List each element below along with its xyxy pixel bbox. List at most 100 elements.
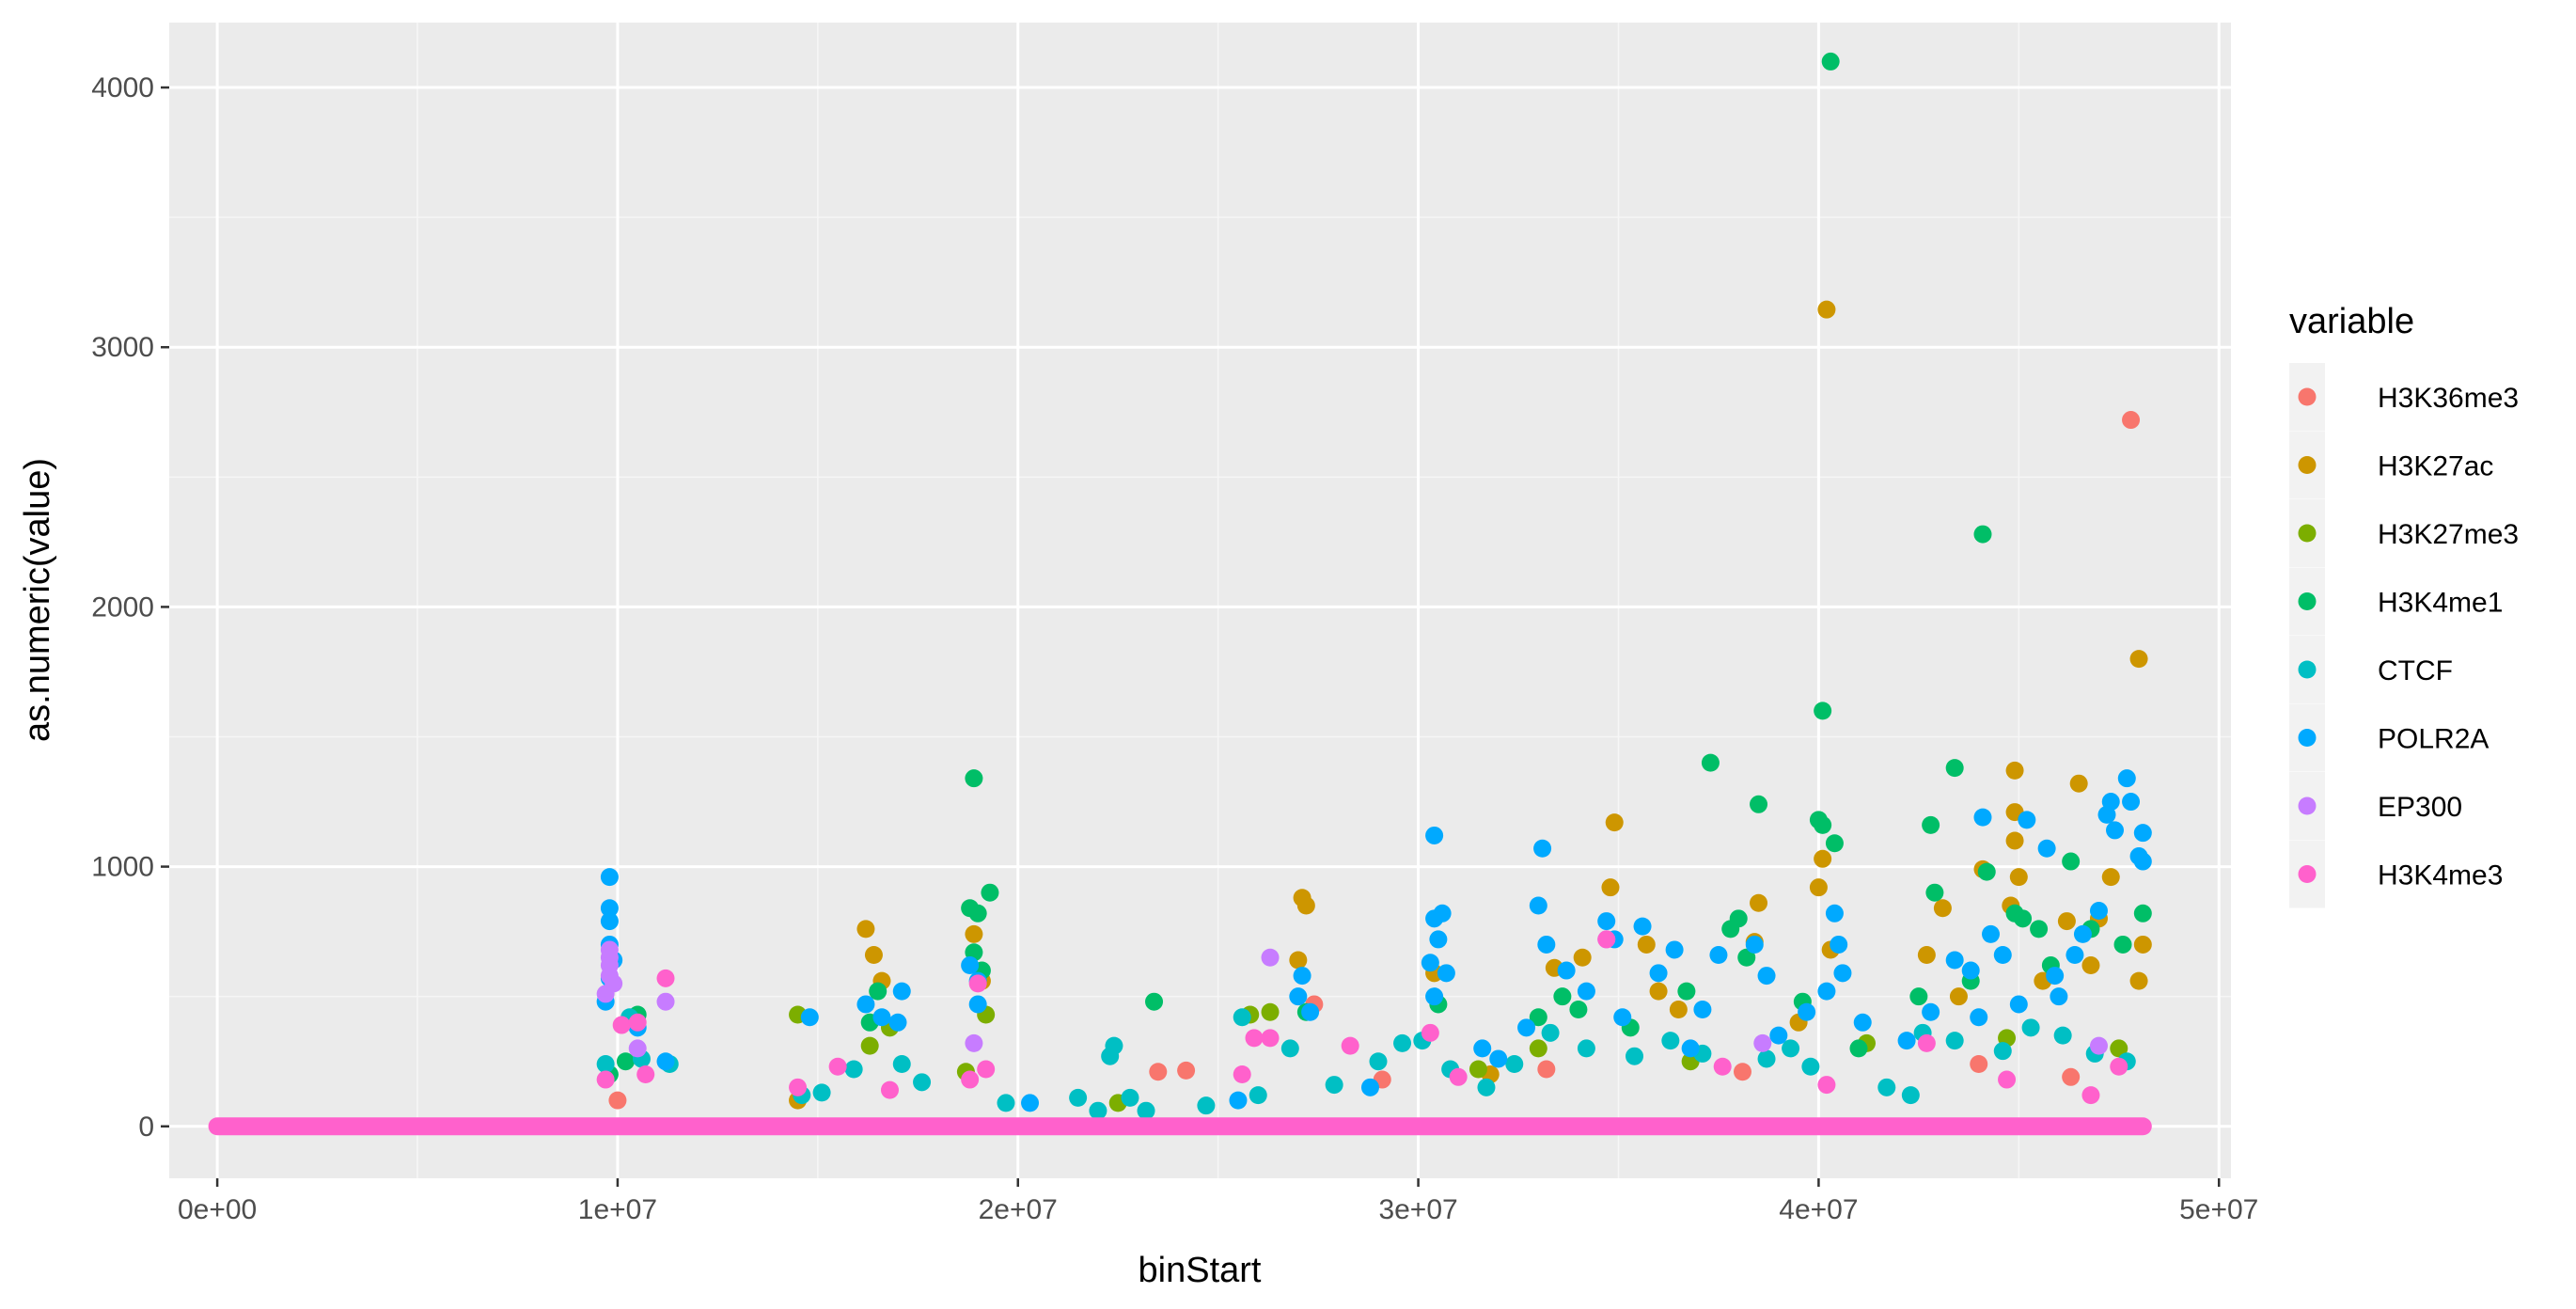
point-ctcf bbox=[1089, 1101, 1107, 1120]
point-h3k27ac bbox=[2133, 935, 2152, 954]
point-h3k36me3 bbox=[2122, 411, 2141, 430]
point-h3k27ac bbox=[1817, 300, 1836, 319]
point-polr2a bbox=[1360, 1078, 1379, 1096]
point-polr2a bbox=[600, 868, 619, 887]
point-h3k27ac bbox=[1296, 896, 1315, 915]
point-polr2a bbox=[856, 995, 875, 1014]
point-polr2a bbox=[2101, 793, 2120, 812]
point-h3k27ac bbox=[1750, 893, 1768, 912]
point-polr2a bbox=[1421, 954, 1439, 972]
point-h3k27ac bbox=[1601, 878, 1620, 897]
point-h3k4me1 bbox=[1945, 759, 1964, 778]
legend-key-ep300 bbox=[2298, 796, 2317, 815]
point-polr2a bbox=[1769, 1026, 1788, 1045]
point-polr2a bbox=[1473, 1039, 1492, 1058]
point-h3k4me3 bbox=[961, 1070, 980, 1089]
point-h3k4me3 bbox=[1817, 1076, 1836, 1095]
point-ctcf bbox=[1505, 1054, 1524, 1073]
point-h3k4me1 bbox=[1569, 1000, 1588, 1018]
point-ctcf bbox=[1137, 1101, 1155, 1120]
point-polr2a bbox=[2106, 821, 2125, 840]
point-h3k27ac bbox=[2005, 831, 2024, 850]
point-h3k27ac bbox=[864, 945, 883, 964]
point-h3k4me3 bbox=[1261, 1029, 1280, 1048]
point-polr2a bbox=[1681, 1039, 1700, 1058]
point-polr2a bbox=[1597, 912, 1616, 931]
point-ctcf bbox=[1101, 1047, 1120, 1065]
point-ep300 bbox=[2089, 1036, 2108, 1055]
point-h3k36me3 bbox=[1970, 1054, 1988, 1073]
point-h3k4me3 bbox=[977, 1060, 996, 1079]
point-polr2a bbox=[1021, 1094, 1040, 1112]
x-tick-label: 3e+07 bbox=[1378, 1194, 1457, 1225]
point-h3k4me3 bbox=[968, 974, 987, 993]
point-h3k4me1 bbox=[2062, 852, 2081, 871]
x-tick-label: 5e+07 bbox=[2179, 1194, 2258, 1225]
point-polr2a bbox=[1613, 1008, 1632, 1027]
point-h3k27me3 bbox=[1261, 1002, 1280, 1021]
point-h3k4me1 bbox=[2030, 920, 2049, 938]
point-ctcf bbox=[1757, 1049, 1776, 1068]
point-h3k27ac bbox=[1573, 948, 1592, 967]
point-h3k4me1 bbox=[1737, 948, 1756, 967]
point-polr2a bbox=[1289, 987, 1308, 1006]
point-polr2a bbox=[961, 956, 980, 975]
x-axis: 0e+00 1e+07 2e+07 3e+07 4e+07 5e+07 bbox=[178, 1178, 2258, 1225]
point-polr2a bbox=[1745, 935, 1764, 954]
point-ctcf bbox=[1993, 1042, 2012, 1061]
point-h3k4me3 bbox=[2081, 1086, 2100, 1105]
point-polr2a bbox=[888, 1013, 907, 1032]
x-tick-label: 4e+07 bbox=[1779, 1194, 1858, 1225]
point-ep300 bbox=[965, 1033, 983, 1052]
point-polr2a bbox=[1433, 904, 1452, 923]
point-h3k27me3 bbox=[1529, 1039, 1547, 1058]
point-polr2a bbox=[1301, 1002, 1320, 1021]
legend: variable H3K36me3 H3K27ac H3K27me3 H3K4me1 C… bbox=[2289, 302, 2519, 908]
point-ctcf bbox=[1369, 1052, 1388, 1071]
point-polr2a bbox=[1517, 1018, 1536, 1037]
legend-key-h3k27ac bbox=[2298, 456, 2317, 474]
point-h3k27ac bbox=[2005, 761, 2024, 780]
point-polr2a bbox=[1922, 1002, 1940, 1021]
point-h3k27ac bbox=[1809, 878, 1828, 897]
point-polr2a bbox=[1533, 839, 1552, 858]
grid-minor bbox=[169, 23, 2231, 1178]
point-polr2a bbox=[2073, 924, 2092, 943]
point-polr2a bbox=[1229, 1091, 1248, 1110]
legend-label-ep300: EP300 bbox=[2378, 792, 2462, 823]
point-polr2a bbox=[656, 1052, 675, 1071]
point-polr2a bbox=[2066, 945, 2084, 964]
point-h3k27ac bbox=[1949, 987, 1968, 1006]
point-polr2a bbox=[1425, 987, 1444, 1006]
point-h3k4me3 bbox=[880, 1080, 899, 1099]
point-h3k4me3 bbox=[1449, 1067, 1468, 1086]
point-h3k4me3 bbox=[1917, 1033, 1936, 1052]
point-polr2a bbox=[1709, 945, 1728, 964]
point-polr2a bbox=[2089, 902, 2108, 921]
point-ctcf bbox=[1877, 1078, 1896, 1096]
point-h3k4me1 bbox=[1721, 920, 1740, 938]
legend-key-h3k27me3 bbox=[2298, 524, 2317, 543]
y-tick-label: 3000 bbox=[91, 332, 154, 363]
point-h3k4me1 bbox=[1814, 702, 1832, 720]
legend-key-polr2a bbox=[2298, 729, 2317, 747]
point-h3k27ac bbox=[2009, 868, 2028, 887]
point-h3k4me1 bbox=[965, 769, 983, 788]
point-ctcf bbox=[1626, 1047, 1644, 1065]
plot-panel bbox=[169, 23, 2231, 1178]
point-h3k4me1 bbox=[869, 982, 887, 1001]
point-polr2a bbox=[2009, 995, 2028, 1014]
point-polr2a bbox=[1437, 964, 1455, 983]
point-polr2a bbox=[1665, 940, 1684, 959]
point-polr2a bbox=[1973, 808, 1992, 827]
point-h3k27me3 bbox=[1469, 1060, 1487, 1079]
point-h3k4me1 bbox=[1821, 52, 1840, 71]
x-tick-label: 1e+07 bbox=[578, 1194, 657, 1225]
point-polr2a bbox=[2046, 967, 2065, 986]
point-h3k36me3 bbox=[1537, 1060, 1556, 1079]
point-h3k4me1 bbox=[616, 1052, 635, 1071]
point-ctcf bbox=[997, 1094, 1015, 1112]
legend-label-h3k36me3: H3K36me3 bbox=[2378, 383, 2519, 414]
point-ctcf bbox=[1901, 1086, 1920, 1105]
